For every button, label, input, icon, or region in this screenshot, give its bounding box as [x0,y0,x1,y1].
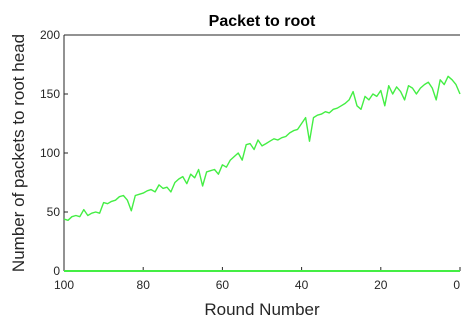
chart-title: Packet to root [209,13,316,30]
y-axis-title: Number of packets to root head [9,34,28,272]
x-tick-label: 80 [137,278,151,292]
x-tick-label: 40 [295,278,309,292]
x-tick-label: 100 [54,278,74,292]
y-tick-label: 150 [40,87,60,101]
plot-area [64,35,460,271]
x-tick-label: 20 [374,278,388,292]
y-tick-label: 100 [40,146,60,160]
x-axis-title: Round Number [204,300,320,319]
x-tick-label: 0 [453,278,460,292]
series-line-packets [63,75,461,222]
y-tick-label: 50 [47,205,61,219]
y-tick-label: 200 [40,28,60,42]
y-tick-label: 0 [53,264,60,278]
x-tick-label: 60 [216,278,230,292]
